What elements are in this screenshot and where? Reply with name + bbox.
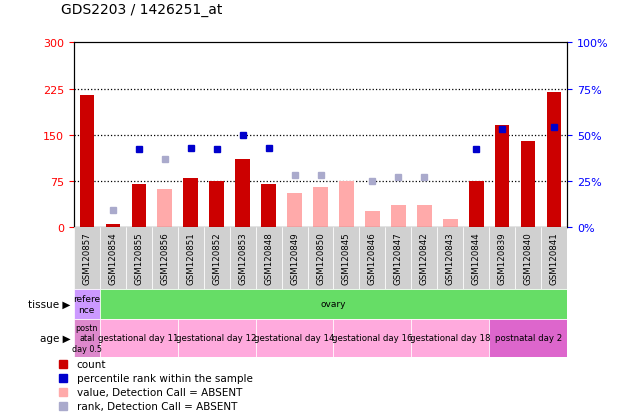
Bar [412,319,489,357]
Bar [521,141,535,227]
Bar [339,181,354,227]
Bar [106,224,120,227]
Bar [131,184,146,227]
Text: GSM120841: GSM120841 [550,232,559,285]
Bar [74,289,100,319]
Text: GSM120857: GSM120857 [82,232,91,285]
Bar [469,181,483,227]
Bar [235,160,250,227]
Bar [541,227,567,289]
Text: gestational day 11: gestational day 11 [99,334,179,342]
Bar [489,319,567,357]
Text: refere
nce: refere nce [73,294,100,314]
Text: GSM120846: GSM120846 [368,232,377,285]
Text: ovary: ovary [320,299,346,309]
Bar [365,212,379,227]
Bar [417,206,431,227]
Bar [360,227,385,289]
Bar [126,227,152,289]
Bar [281,227,308,289]
Bar [443,220,458,227]
Bar [210,181,224,227]
Bar [74,319,100,357]
Bar [412,227,437,289]
Text: gestational day 18: gestational day 18 [410,334,490,342]
Bar [287,193,302,227]
Bar [495,126,510,227]
Bar [152,227,178,289]
Text: value, Detection Call = ABSENT: value, Detection Call = ABSENT [77,387,242,397]
Bar [333,227,360,289]
Text: rank, Detection Call = ABSENT: rank, Detection Call = ABSENT [77,401,237,411]
Bar [313,188,328,227]
Bar [158,189,172,227]
Bar [333,319,412,357]
Text: GSM120853: GSM120853 [238,232,247,285]
Text: postn
atal
day 0.5: postn atal day 0.5 [72,323,102,353]
Text: gestational day 12: gestational day 12 [176,334,257,342]
Bar [391,206,406,227]
Text: GSM120848: GSM120848 [264,232,273,285]
Bar [183,178,198,227]
Bar [256,227,281,289]
Text: GSM120851: GSM120851 [186,232,195,285]
Text: GSM120840: GSM120840 [524,232,533,285]
Bar [204,227,229,289]
Bar [308,227,333,289]
Bar [79,95,94,227]
Text: postnatal day 2: postnatal day 2 [495,334,562,342]
Text: percentile rank within the sample: percentile rank within the sample [77,373,253,383]
Text: GSM120847: GSM120847 [394,232,403,285]
Bar [100,319,178,357]
Bar [178,319,256,357]
Text: tissue ▶: tissue ▶ [28,299,71,309]
Bar [229,227,256,289]
Text: GSM120845: GSM120845 [342,232,351,285]
Text: GDS2203 / 1426251_at: GDS2203 / 1426251_at [61,2,222,17]
Text: age ▶: age ▶ [40,333,71,343]
Text: count: count [77,359,106,369]
Bar [463,227,489,289]
Bar [385,227,412,289]
Bar [262,184,276,227]
Text: GSM120856: GSM120856 [160,232,169,285]
Text: gestational day 14: gestational day 14 [254,334,335,342]
Text: GSM120850: GSM120850 [316,232,325,285]
Text: GSM120852: GSM120852 [212,232,221,285]
Text: GSM120854: GSM120854 [108,232,117,285]
Bar [489,227,515,289]
Text: GSM120849: GSM120849 [290,232,299,285]
Bar [74,227,100,289]
Bar [256,319,333,357]
Bar [437,227,463,289]
Text: GSM120844: GSM120844 [472,232,481,285]
Bar [515,227,541,289]
Text: gestational day 16: gestational day 16 [332,334,413,342]
Bar [178,227,204,289]
Text: GSM120843: GSM120843 [446,232,455,285]
Text: GSM120842: GSM120842 [420,232,429,285]
Bar [547,93,562,227]
Text: GSM120839: GSM120839 [498,232,507,285]
Bar [100,227,126,289]
Text: GSM120855: GSM120855 [134,232,143,285]
